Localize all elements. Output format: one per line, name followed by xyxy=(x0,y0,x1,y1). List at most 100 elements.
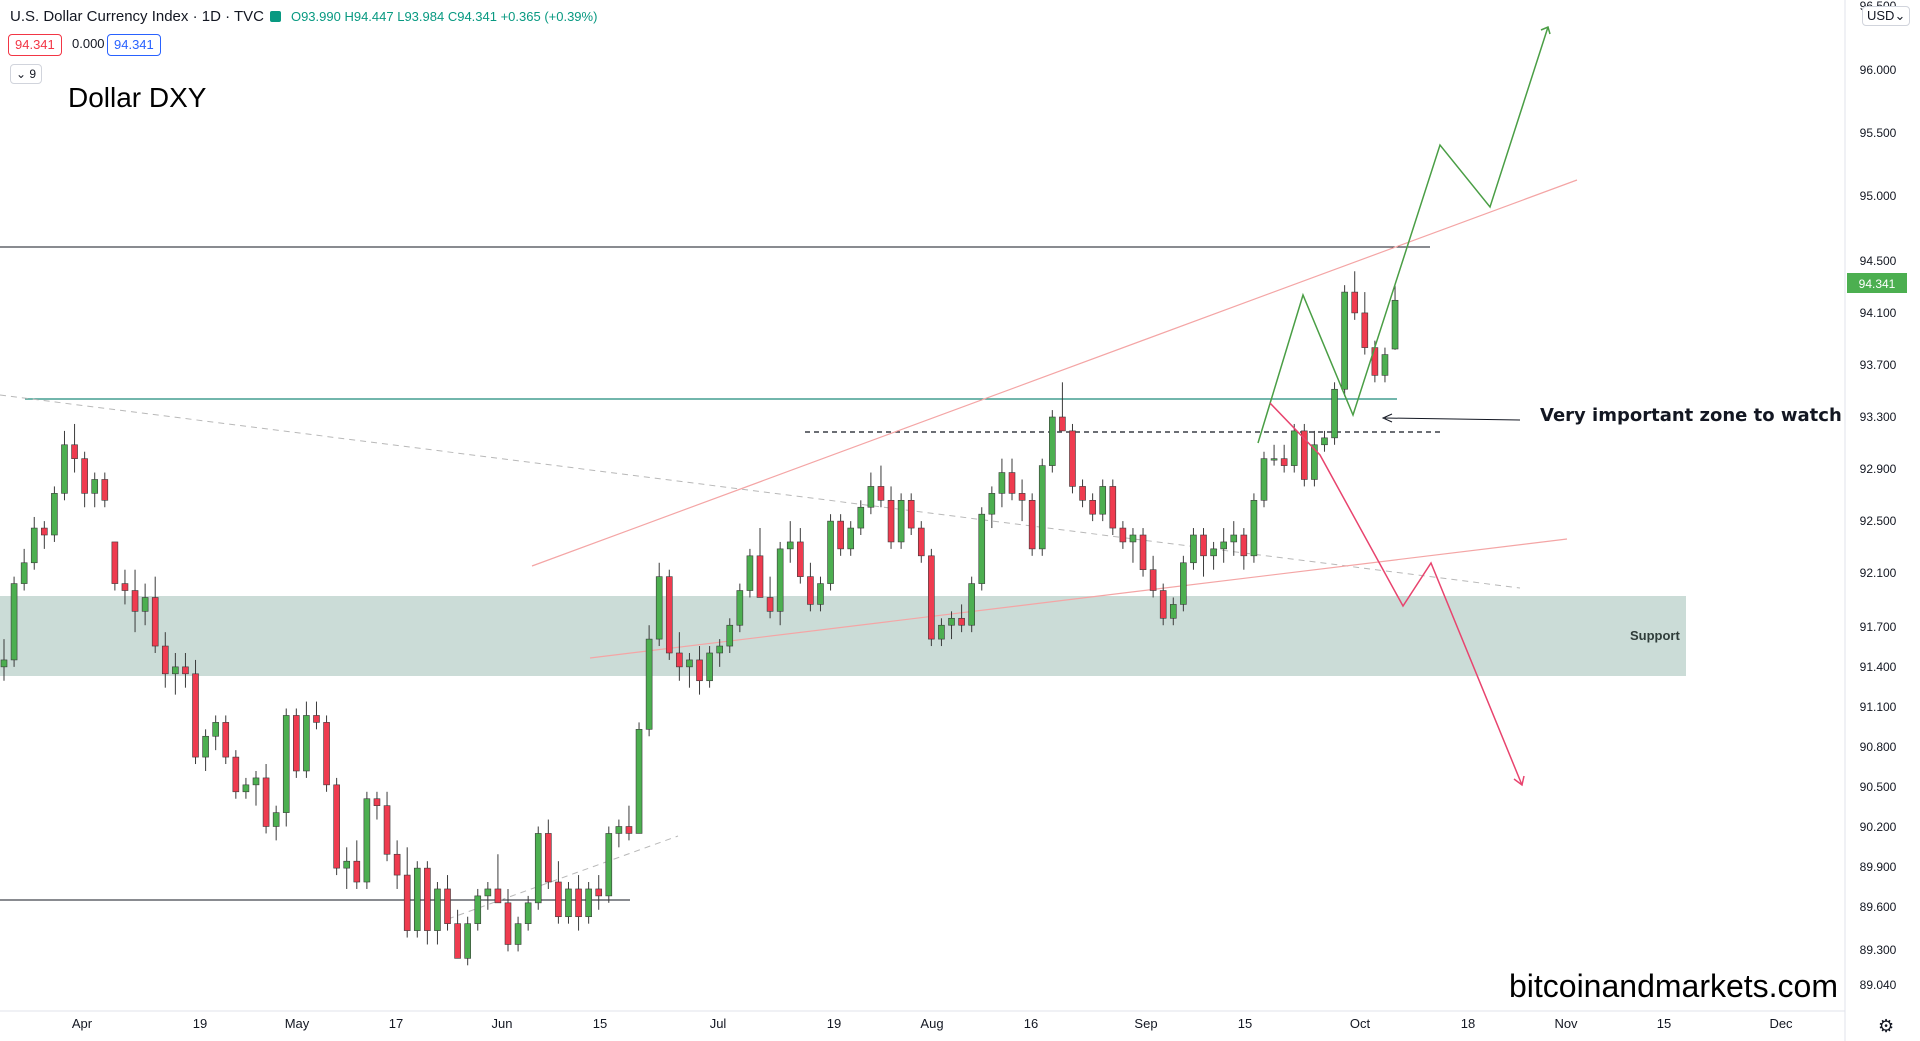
x-tick-label: Nov xyxy=(1554,1016,1578,1031)
bullish-arrow-head xyxy=(1540,25,1551,35)
candle-body xyxy=(1290,430,1298,466)
candle-body xyxy=(545,833,552,883)
downtrend-dashed-line xyxy=(0,394,1521,589)
candle-body xyxy=(998,472,1006,494)
annotation-arrow-head xyxy=(1381,413,1393,423)
x-tick-label: 16 xyxy=(1024,1016,1038,1031)
candle-body xyxy=(10,583,18,661)
candle-body xyxy=(131,590,139,612)
y-tick-label: 89.900 xyxy=(1860,860,1897,874)
x-tick-label: 17 xyxy=(389,1016,403,1031)
y-tick-label: 90.200 xyxy=(1860,820,1897,834)
candle-body xyxy=(645,638,653,730)
ask-price-badge[interactable]: 94.341 xyxy=(107,34,161,56)
x-tick-label: 15 xyxy=(1238,1016,1252,1031)
candle-body xyxy=(736,590,744,626)
candle-body xyxy=(192,673,199,758)
candle-body xyxy=(81,458,88,494)
candle-body xyxy=(524,902,532,924)
price-axis[interactable]: 96.50096.00095.50095.00094.50094.10093.7… xyxy=(1860,0,1897,992)
candle-body xyxy=(383,805,391,855)
currency-label: USD xyxy=(1867,8,1895,23)
y-tick-label: 94.100 xyxy=(1860,306,1897,320)
candle-body xyxy=(101,479,109,501)
candle-body xyxy=(1311,444,1318,480)
candle-body xyxy=(716,645,723,654)
y-tick-label: 92.100 xyxy=(1860,566,1897,580)
currency-button[interactable]: USD⌄ xyxy=(1862,6,1911,26)
candle-body xyxy=(726,624,734,647)
candle-body xyxy=(323,722,330,786)
candle-body xyxy=(212,722,219,737)
candle-body xyxy=(252,777,260,786)
support-zone xyxy=(0,596,1686,676)
indicators-collapse-button[interactable]: ⌄ 9 xyxy=(10,64,43,84)
symbol-title[interactable]: U.S. Dollar Currency Index · 1D · TVC xyxy=(10,8,264,25)
x-tick-label: Oct xyxy=(1350,1016,1371,1031)
candle-body xyxy=(595,888,603,897)
candle-body xyxy=(625,826,633,834)
gear-icon[interactable]: ⚙ xyxy=(1878,1016,1895,1036)
candle-body xyxy=(1321,437,1328,446)
lower-channel-line xyxy=(589,538,1568,659)
candle-body xyxy=(464,923,471,959)
candle-body xyxy=(1220,541,1227,550)
candle-body xyxy=(1129,534,1137,543)
candle-body xyxy=(20,562,28,584)
candle-body xyxy=(313,715,320,723)
candle-body xyxy=(1351,291,1359,314)
upper-channel-line xyxy=(531,179,1578,567)
candle-body xyxy=(0,659,8,668)
candle-body xyxy=(1190,534,1197,564)
candle-body xyxy=(61,444,68,494)
candle-body xyxy=(665,576,673,654)
y-tick-label: 89.600 xyxy=(1860,900,1897,914)
candle-body xyxy=(393,853,401,876)
candle-body xyxy=(474,895,482,924)
candle-body xyxy=(887,499,895,543)
time-axis[interactable]: Apr 19 May 17 Jun 15 Jul 19 Aug 16 Sep 15 Oct 18 Nov 15… xyxy=(72,1016,1793,1031)
support-label: Support xyxy=(1630,628,1680,643)
bid-price-badge[interactable]: 94.341 xyxy=(8,34,62,56)
candle-body xyxy=(534,833,542,904)
ohlc-values: O93.990 H94.447 L93.984 C94.341 +0.365 (… xyxy=(290,9,598,24)
candle-body xyxy=(242,784,250,793)
candle-body xyxy=(91,479,99,494)
candle-body xyxy=(615,826,623,834)
candle-body xyxy=(746,555,754,591)
chart-title: Dollar DXY xyxy=(68,82,207,113)
candle-body xyxy=(454,923,461,959)
candle-body xyxy=(766,597,774,612)
candle-body xyxy=(1159,590,1167,619)
x-tick-label: Jun xyxy=(492,1016,513,1031)
candle-body xyxy=(1361,312,1369,348)
candle-body xyxy=(1119,527,1127,543)
candle-body xyxy=(343,860,351,869)
candle-body xyxy=(1139,534,1147,571)
candle-body xyxy=(484,888,492,897)
candle-body xyxy=(111,541,119,584)
candle-body xyxy=(676,652,683,668)
candle-body xyxy=(333,784,340,869)
indicator-count: 9 xyxy=(29,67,37,81)
candle-body xyxy=(1109,486,1117,529)
candle-body xyxy=(1331,388,1338,439)
candle-body xyxy=(434,888,441,931)
candle-body xyxy=(413,867,421,931)
candle-body xyxy=(1260,458,1268,501)
candle-body xyxy=(867,486,875,508)
candle-body xyxy=(565,888,572,918)
candle-body xyxy=(141,597,149,612)
candle-body xyxy=(282,715,290,813)
candle-body xyxy=(41,527,48,536)
candle-body xyxy=(222,722,230,758)
y-tick-label: 91.100 xyxy=(1860,700,1897,714)
candle-body xyxy=(1250,499,1258,557)
annotation-text: Very important zone to watch xyxy=(1540,405,1842,426)
candle-body xyxy=(635,729,643,834)
candlestick-series xyxy=(0,271,1399,966)
candle-body xyxy=(1169,604,1177,619)
candle-body xyxy=(1079,486,1086,501)
